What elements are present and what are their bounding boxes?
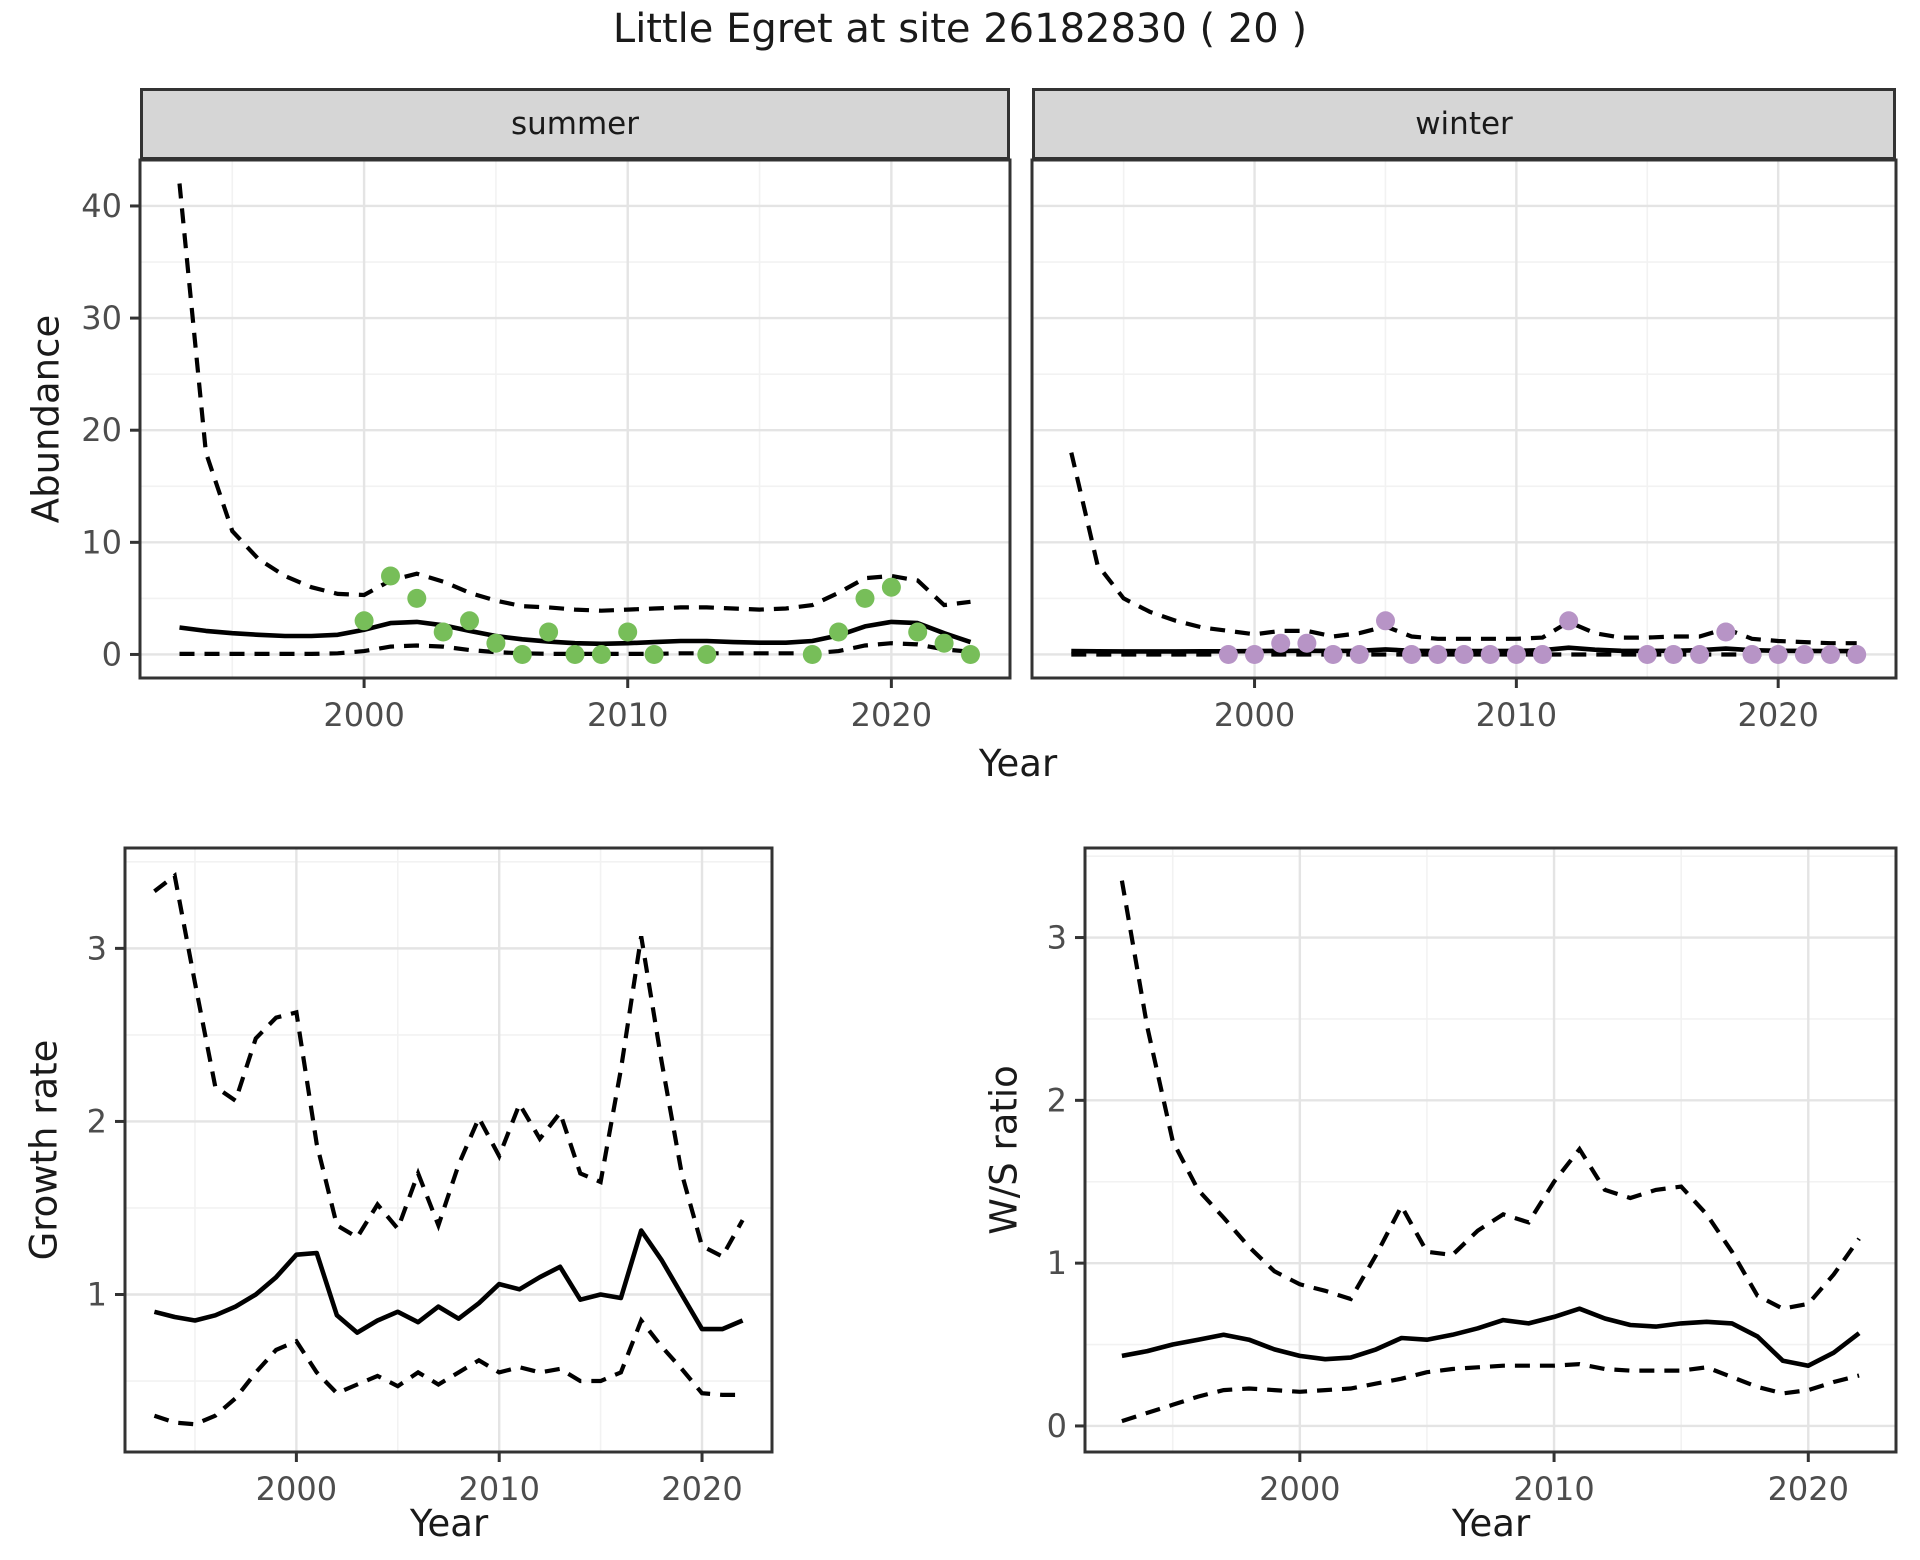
winter-point	[1349, 645, 1369, 664]
winter-point	[1716, 622, 1736, 642]
ws_ratio-lower-ci-line	[1121, 1361, 1860, 1424]
facet-strip-winter-label: winter	[1415, 106, 1513, 142]
ws_ratio-panel-border	[1083, 846, 1898, 1454]
growth_rate-x-tick-label: 2010	[458, 1470, 539, 1508]
summer-point	[618, 622, 638, 642]
ws_ratio-x-tick-label: 2000	[1259, 1470, 1340, 1508]
winter-point	[1218, 645, 1238, 664]
summer-y-tick-label: 40	[81, 187, 122, 225]
summer-y-tick-label: 10	[81, 523, 122, 561]
summer-point	[829, 622, 849, 642]
summer-point	[881, 577, 901, 597]
summer-point	[697, 645, 717, 664]
winter-point	[1742, 645, 1762, 664]
winter-x-tick-label: 2020	[1737, 696, 1818, 734]
summer-y-tick-label: 20	[81, 411, 122, 449]
ws_ratio-y-tick-label: 0	[1047, 1407, 1067, 1445]
summer-panel-border	[138, 158, 1012, 680]
summer-x-tick-label: 2020	[851, 696, 932, 734]
winter-point	[1847, 645, 1867, 664]
winter-point	[1690, 645, 1710, 664]
summer-point	[855, 588, 875, 608]
growth_rate-x-tick-label: 2020	[661, 1470, 742, 1508]
growth_rate-panel-border	[123, 846, 774, 1454]
winter-point	[1768, 645, 1788, 664]
summer-upper-ci-line	[177, 183, 971, 613]
ws_ratio-mean-line	[1121, 1306, 1861, 1368]
facet-strip-summer-label: summer	[510, 106, 639, 142]
summer-lower-ci-line	[179, 641, 971, 656]
winter-point	[1559, 611, 1579, 631]
summer-x-tick-label: 2000	[323, 696, 404, 734]
winter-point	[1480, 645, 1500, 664]
winter-point	[1428, 645, 1448, 664]
summer-point	[908, 622, 928, 642]
ws_ratio-y-tick-label: 2	[1047, 1081, 1067, 1119]
winter-point	[1506, 645, 1526, 664]
facet-strip-winter: winter	[1032, 88, 1896, 160]
winter-point	[1821, 645, 1840, 664]
winter-point	[1664, 645, 1683, 664]
summer-panel: 2000 2010 2020 0 10 20 30 40	[81, 158, 1012, 734]
growth_rate-panel: 2000 2010 2020 1 2 3	[87, 846, 774, 1508]
growth_rate-x-tick-label: 2000	[256, 1470, 337, 1508]
summer-point	[961, 645, 980, 664]
winter-x-tick-label: 2000	[1214, 696, 1295, 734]
winter-point	[1533, 645, 1552, 664]
summer-point	[460, 611, 479, 631]
growth_rate-upper-ci-line	[153, 871, 745, 1260]
winter-point	[1637, 645, 1657, 664]
winter-observed-points	[1218, 611, 1867, 664]
winter-point	[1402, 645, 1422, 664]
winter-panel: 2000 2010 2020	[1030, 158, 1898, 734]
summer-point	[934, 633, 954, 653]
summer-point	[802, 645, 822, 664]
winter-point	[1794, 645, 1814, 664]
summer-point	[539, 622, 559, 642]
summer-point	[354, 611, 374, 631]
summer-observed-points	[354, 566, 980, 664]
summer-y-tick-label: 0	[102, 635, 122, 673]
summer-point	[381, 566, 400, 586]
summer-point	[486, 633, 506, 653]
plot-title: Little Egret at site 26182830 ( 20 )	[612, 6, 1308, 52]
year-axis-label-top: Year	[978, 742, 1058, 785]
ws_ratio-y-tick-label: 1	[1047, 1244, 1067, 1282]
summer-point	[565, 645, 585, 664]
summer-y-tick-label: 30	[81, 299, 122, 337]
growth_rate-mean-line	[153, 1228, 744, 1335]
summer-x-tick-label: 2010	[587, 696, 668, 734]
ws_ratio-panel: 2000 2010 2020 0 1 2 3	[1047, 846, 1898, 1508]
winter-x-tick-label: 2010	[1476, 696, 1557, 734]
summer-point	[407, 588, 427, 608]
growth_rate-y-tick-label: 3	[87, 929, 107, 967]
winter-point	[1245, 645, 1264, 664]
winter-panel-border	[1030, 158, 1898, 680]
winter-point	[1297, 633, 1317, 653]
facet-strip-summer: summer	[140, 88, 1010, 160]
winter-point	[1454, 645, 1474, 664]
summer-point	[433, 622, 453, 642]
winter-point	[1271, 633, 1291, 653]
ws_ratio-x-tick-label: 2010	[1513, 1470, 1594, 1508]
growth_rate-y-tick-label: 1	[87, 1276, 107, 1314]
ws_ratio-x-tick-label: 2020	[1768, 1470, 1849, 1508]
ws_ratio-y-tick-label: 3	[1047, 919, 1067, 957]
year-axis-label-growth: Year	[409, 1502, 489, 1545]
summer-point	[591, 645, 611, 664]
summer-point	[512, 645, 532, 664]
winter-point	[1376, 611, 1395, 631]
growth_rate-y-tick-label: 2	[87, 1102, 107, 1140]
year-axis-label-ws: Year	[1451, 1502, 1531, 1545]
winter-point	[1323, 645, 1343, 664]
summer-point	[644, 645, 664, 664]
